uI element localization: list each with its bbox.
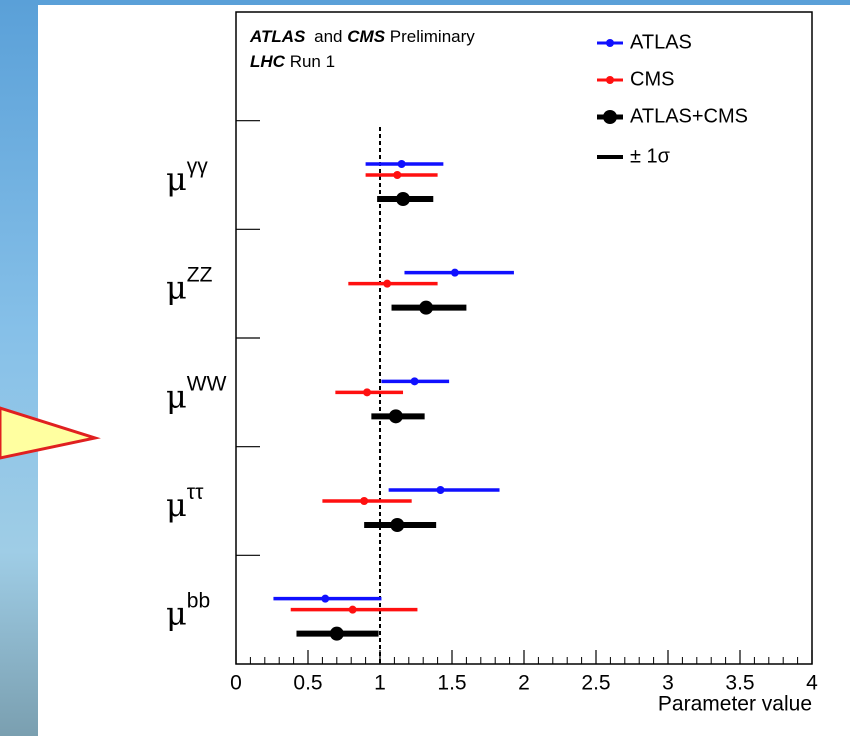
annotation-line-1: ATLAS and CMS Preliminary xyxy=(249,27,475,46)
y-category-label: μZZ xyxy=(166,263,213,306)
x-tick-label: 0 xyxy=(230,672,242,695)
point xyxy=(363,388,372,397)
label-sup: ZZ xyxy=(187,263,213,286)
callout-arrow xyxy=(0,406,101,460)
point xyxy=(360,497,369,505)
legend-marker xyxy=(606,76,614,84)
x-tick-label: 3 xyxy=(662,672,674,695)
legend-label: ATLAS xyxy=(630,31,692,53)
point xyxy=(390,518,405,532)
y-category-label: μbb xyxy=(166,589,210,632)
x-tick-label: 4 xyxy=(806,672,818,695)
point xyxy=(450,268,459,277)
x-tick-label: 2.5 xyxy=(581,672,610,695)
label-base: μ xyxy=(166,268,187,306)
label-sup: bb xyxy=(187,589,210,612)
annotation-line-2: LHC Run 1 xyxy=(250,52,335,71)
point xyxy=(436,486,445,494)
x-tick-label: 1.5 xyxy=(437,672,466,695)
annotation-and: and xyxy=(314,27,342,46)
y-category-label: μττ xyxy=(166,481,204,524)
annotation-preliminary: Preliminary xyxy=(390,27,476,46)
point xyxy=(383,279,392,288)
legend-label: ± 1σ xyxy=(630,145,671,167)
annotation-cms: CMS xyxy=(347,27,385,46)
label-sup: WW xyxy=(187,372,227,395)
legend-label: ATLAS+CMS xyxy=(630,105,748,127)
x-tick-label: 1 xyxy=(374,672,386,695)
x-tick-label: 0.5 xyxy=(293,672,322,695)
point xyxy=(329,626,344,641)
point xyxy=(393,171,402,179)
x-tick-label: 3.5 xyxy=(725,672,754,695)
point xyxy=(410,377,419,386)
legend-marker xyxy=(606,39,614,47)
point xyxy=(388,409,403,424)
annotation-run: Run 1 xyxy=(290,52,335,71)
point xyxy=(321,594,330,603)
point xyxy=(397,160,406,168)
label-base: μ xyxy=(166,486,187,524)
point xyxy=(396,192,411,206)
legend-label: CMS xyxy=(630,68,674,90)
label-sup: ττ xyxy=(187,481,204,504)
slide-panel xyxy=(38,5,850,736)
label-base: μ xyxy=(166,594,187,632)
point xyxy=(419,300,434,315)
legend-marker xyxy=(603,110,617,124)
x-tick-label: 2 xyxy=(518,672,530,695)
annotation-atlas: ATLAS xyxy=(249,27,306,46)
label-sup: γγ xyxy=(187,155,209,178)
annotation-lhc: LHC xyxy=(250,52,286,71)
x-axis-label: Parameter value xyxy=(658,693,812,716)
label-base: μ xyxy=(166,160,187,198)
label-base: μ xyxy=(166,377,187,415)
y-category-label: μWW xyxy=(166,372,227,415)
point xyxy=(348,605,357,614)
y-category-label: μγγ xyxy=(166,155,208,198)
